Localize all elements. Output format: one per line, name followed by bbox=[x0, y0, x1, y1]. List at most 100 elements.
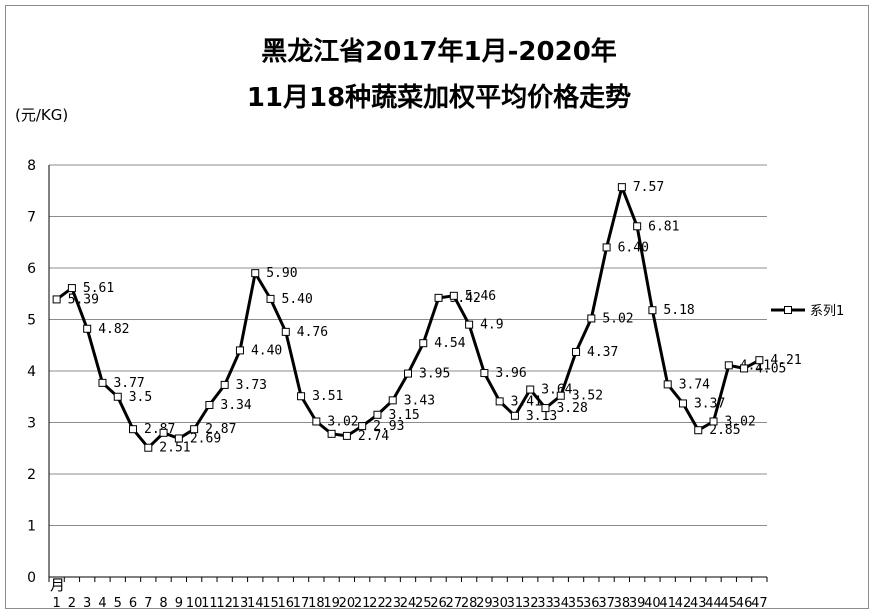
chart-frame bbox=[5, 5, 869, 609]
x-tick-label: 47 bbox=[751, 596, 768, 611]
data-point-marker bbox=[465, 320, 474, 329]
data-point-marker bbox=[648, 306, 657, 315]
y-tick-label: 7 bbox=[27, 210, 36, 226]
data-label: 3.77 bbox=[113, 376, 144, 391]
x-tick-label: 23 bbox=[384, 596, 401, 611]
x-tick-label: 21 bbox=[354, 596, 371, 611]
data-point-marker bbox=[633, 222, 642, 231]
data-label: 3.73 bbox=[236, 378, 267, 393]
data-label: 3.13 bbox=[526, 409, 557, 424]
y-tick-label: 3 bbox=[27, 416, 36, 432]
x-tick-label: 34 bbox=[552, 596, 569, 611]
data-point-marker bbox=[602, 243, 611, 252]
x-tick-label: 9 bbox=[175, 596, 183, 611]
x-tick-label: 22 bbox=[369, 596, 386, 611]
data-point-marker bbox=[480, 369, 489, 378]
x-tick-label: 33 bbox=[537, 596, 554, 611]
data-label: 3.95 bbox=[419, 367, 450, 382]
data-label: 4.37 bbox=[587, 345, 618, 360]
x-tick-label: 13 bbox=[232, 596, 249, 611]
y-tick-label: 0 bbox=[27, 570, 36, 586]
data-label: 3.5 bbox=[129, 390, 152, 405]
data-point-marker bbox=[98, 378, 107, 387]
x-tick-label: 15 bbox=[262, 596, 279, 611]
data-label: 6.81 bbox=[648, 219, 679, 234]
data-label: 5.61 bbox=[83, 281, 114, 296]
data-point-marker bbox=[694, 426, 703, 435]
data-label: 4.05 bbox=[755, 361, 786, 376]
data-label: 3.02 bbox=[725, 414, 756, 429]
legend-series-name: 系列1 bbox=[810, 304, 844, 319]
data-point-marker bbox=[159, 428, 168, 437]
data-label: 3.52 bbox=[572, 389, 603, 404]
x-tick-label: 45 bbox=[721, 596, 738, 611]
x-tick-label: 32 bbox=[522, 596, 539, 611]
data-label: 3.51 bbox=[312, 389, 343, 404]
y-tick-label: 2 bbox=[27, 467, 36, 483]
data-label: 7.57 bbox=[633, 180, 664, 195]
data-point-marker bbox=[52, 295, 61, 304]
data-label: 3.41 bbox=[511, 394, 542, 409]
data-point-marker bbox=[281, 327, 290, 336]
x-tick-label: 39 bbox=[629, 596, 646, 611]
x-tick-label: 5 bbox=[114, 596, 122, 611]
x-tick-label: 2 bbox=[68, 596, 76, 611]
data-label: 5.39 bbox=[68, 292, 99, 307]
x-tick-label: 46 bbox=[736, 596, 753, 611]
x-tick-label: 28 bbox=[461, 596, 478, 611]
data-point-marker bbox=[388, 396, 397, 405]
data-label: 3.34 bbox=[220, 398, 251, 413]
x-tick-label: 40 bbox=[644, 596, 661, 611]
data-point-marker bbox=[129, 425, 138, 434]
chart-title-line-2: 11月18种蔬菜加权平均价格走势 bbox=[246, 83, 632, 113]
data-label: 4.54 bbox=[434, 336, 465, 351]
data-point-marker bbox=[404, 369, 412, 378]
data-point-marker bbox=[434, 293, 443, 302]
x-tick-label: 4 bbox=[98, 596, 106, 611]
data-point-marker bbox=[495, 397, 504, 406]
data-label: 2.85 bbox=[709, 423, 740, 438]
data-point-marker bbox=[83, 324, 92, 333]
data-label: 2.51 bbox=[159, 441, 190, 456]
data-point-marker bbox=[113, 392, 122, 401]
x-tick-label: 14 bbox=[247, 596, 264, 611]
data-label: 6.40 bbox=[618, 240, 649, 255]
data-label: 2.93 bbox=[373, 419, 404, 434]
x-tick-label: 36 bbox=[583, 596, 600, 611]
x-tick-label: 24 bbox=[400, 596, 417, 611]
data-label: 4.9 bbox=[480, 318, 503, 333]
x-tick-label: 17 bbox=[293, 596, 310, 611]
data-point-marker bbox=[220, 380, 229, 389]
x-tick-label: 31 bbox=[507, 596, 524, 611]
x-tick-label: 6 bbox=[129, 596, 137, 611]
data-point-marker bbox=[174, 434, 183, 443]
data-label: 3.74 bbox=[679, 377, 710, 392]
legend-marker bbox=[784, 306, 792, 314]
data-point-marker bbox=[144, 443, 153, 452]
data-label: 3.02 bbox=[327, 414, 358, 429]
y-tick-label: 6 bbox=[27, 261, 36, 277]
data-label: 2.69 bbox=[190, 431, 221, 446]
y-tick-label: 1 bbox=[27, 519, 36, 535]
x-tick-label: 41 bbox=[659, 596, 676, 611]
x-tick-label: 44 bbox=[705, 596, 722, 611]
x-tick-label: 43 bbox=[690, 596, 707, 611]
x-tick-label: 25 bbox=[415, 596, 432, 611]
x-tick-label: 7 bbox=[144, 596, 152, 611]
data-label: 3.15 bbox=[388, 408, 419, 423]
x-tick-label: 35 bbox=[568, 596, 585, 611]
data-point-marker bbox=[312, 417, 321, 426]
data-point-marker bbox=[587, 314, 596, 323]
data-label: 5.90 bbox=[266, 266, 297, 281]
data-point-marker bbox=[755, 356, 764, 365]
data-label: 5.02 bbox=[602, 311, 633, 326]
y-tick-label: 4 bbox=[27, 364, 36, 380]
data-point-marker bbox=[235, 346, 244, 355]
y-axis-unit-label: (元/KG) bbox=[15, 106, 69, 124]
data-point-marker bbox=[358, 422, 367, 431]
x-tick-label: 1 bbox=[52, 596, 60, 611]
data-label: 2.74 bbox=[358, 429, 389, 444]
data-point-marker bbox=[251, 269, 260, 278]
data-point-marker bbox=[419, 339, 428, 348]
